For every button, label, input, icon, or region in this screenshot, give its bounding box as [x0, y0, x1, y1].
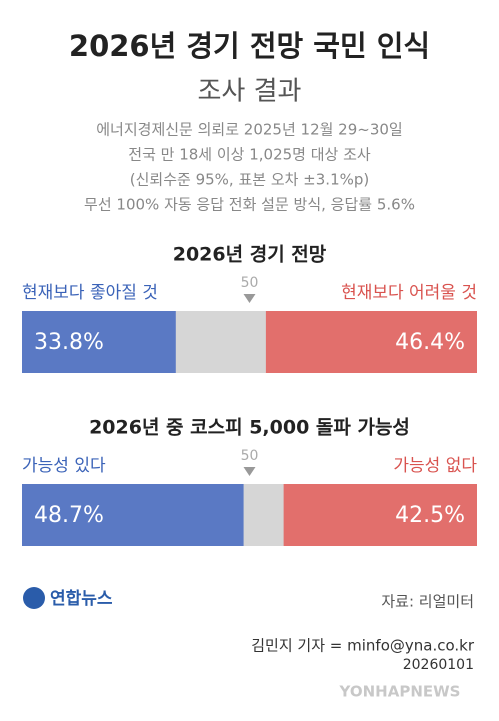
note: 전국 만 18세 이상 1,025명 대상 조사: [128, 146, 371, 164]
note: 에너지경제신문 의뢰로 2025년 12월 29~30일: [96, 121, 402, 139]
chart-title: 2026년 경기 전망: [173, 244, 327, 266]
value-label: 33.8%: [34, 330, 104, 355]
value-label: 46.4%: [395, 330, 465, 355]
bar-segment: [265, 311, 477, 373]
tick-marker: [243, 467, 256, 476]
bar-segment: [22, 484, 244, 546]
source: 자료: 리얼미터: [381, 593, 474, 611]
legend-label: 가능성 있다: [22, 456, 106, 476]
legend-label: 현재보다 좋아질 것: [22, 283, 158, 303]
logo-icon: [23, 587, 45, 609]
legend-label: 현재보다 어려울 것: [341, 283, 477, 303]
note: 무선 100% 자동 응답 전화 설문 방식, 응답률 5.6%: [84, 196, 415, 214]
title: 2026년 경기 전망 국민 인식: [69, 29, 430, 63]
tick-label: 50: [241, 448, 259, 464]
tick-label: 50: [241, 275, 259, 291]
subtitle: 조사 결과: [198, 77, 302, 107]
legend-label: 가능성 없다: [393, 456, 477, 476]
chart-title: 2026년 중 코스피 5,000 돌파 가능성: [89, 417, 410, 439]
note: (신뢰수준 95%, 표본 오차 ±3.1%p): [130, 171, 369, 189]
logo: 연합뉴스: [23, 587, 113, 609]
credit: 김민지 기자 = minfo@yna.co.kr: [251, 637, 475, 655]
value-label: 42.5%: [395, 503, 465, 528]
value-label: 48.7%: [34, 503, 104, 528]
logo-text: 연합뉴스: [50, 588, 113, 609]
tick-marker: [243, 294, 256, 303]
bar-segment: [283, 484, 477, 546]
bar-segment: [22, 311, 176, 373]
watermark: YONHAPNEWS: [339, 683, 461, 701]
date: 20260101: [403, 657, 474, 673]
